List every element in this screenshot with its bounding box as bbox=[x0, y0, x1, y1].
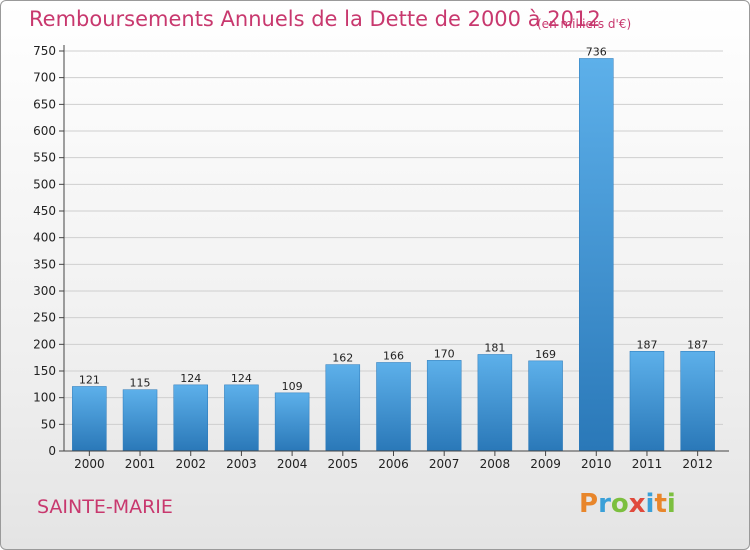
x-tick-label: 2008 bbox=[480, 457, 511, 471]
bar bbox=[680, 351, 715, 452]
logo-letter: i bbox=[645, 489, 655, 519]
x-tick-label: 2002 bbox=[175, 457, 206, 471]
bar bbox=[426, 360, 462, 452]
data-label: 187 bbox=[687, 338, 708, 351]
proxiti-logo[interactable]: Proxiti bbox=[579, 489, 676, 519]
y-tick-label: 550 bbox=[33, 151, 56, 165]
y-tick-label: 300 bbox=[33, 284, 56, 298]
data-label: 115 bbox=[130, 377, 151, 390]
x-tick-label: 2011 bbox=[632, 457, 663, 471]
logo-letter: r bbox=[598, 489, 611, 519]
bar bbox=[173, 384, 208, 452]
x-tick-label: 2006 bbox=[378, 457, 409, 471]
data-label: 121 bbox=[79, 373, 100, 386]
data-label: 124 bbox=[180, 372, 201, 385]
unit-note: (en milliers d'€) bbox=[537, 17, 632, 31]
y-tick-label: 50 bbox=[41, 417, 56, 431]
data-label: 124 bbox=[231, 372, 252, 385]
y-tick-label: 350 bbox=[33, 257, 56, 271]
y-tick-label: 450 bbox=[33, 204, 56, 218]
bar bbox=[376, 362, 411, 452]
y-tick-label: 500 bbox=[33, 177, 56, 191]
bar bbox=[224, 384, 259, 452]
logo-letter: o bbox=[610, 489, 629, 519]
data-label: 166 bbox=[383, 349, 404, 362]
bar bbox=[477, 354, 513, 452]
town-name: SAINTE-MARIE bbox=[37, 496, 173, 518]
x-tick-label: 2005 bbox=[328, 457, 359, 471]
x-tick-label: 2012 bbox=[682, 457, 713, 471]
y-tick-label: 650 bbox=[33, 97, 56, 111]
y-tick-label: 750 bbox=[33, 44, 56, 58]
y-tick-label: 100 bbox=[33, 391, 56, 405]
y-tick-label: 0 bbox=[48, 444, 56, 458]
x-tick-label: 2001 bbox=[125, 457, 156, 471]
y-tick-label: 400 bbox=[33, 231, 56, 245]
x-tick-label: 2009 bbox=[530, 457, 561, 471]
data-label: 162 bbox=[332, 352, 353, 365]
y-tick-label: 600 bbox=[33, 124, 56, 138]
y-tick-label: 250 bbox=[33, 311, 56, 325]
labels: 0 50 100 150 200 250 300 350 400 450 500 550 600 650 7… bbox=[33, 44, 713, 471]
bar bbox=[325, 364, 361, 452]
data-label: 736 bbox=[586, 45, 607, 58]
y-tick-label: 200 bbox=[33, 337, 56, 351]
bar bbox=[579, 58, 614, 452]
bar bbox=[629, 351, 665, 452]
y-tick-label: 150 bbox=[33, 364, 56, 378]
bar bbox=[122, 389, 158, 452]
logo-letter: t bbox=[654, 489, 667, 519]
logo-letter: x bbox=[628, 489, 646, 519]
x-tick-label: 2007 bbox=[429, 457, 460, 471]
y-tick-label: 700 bbox=[33, 71, 56, 85]
x-tick-label: 2000 bbox=[74, 457, 105, 471]
logo-letter: i bbox=[666, 489, 676, 519]
x-tick-label: 2010 bbox=[581, 457, 612, 471]
logo-letter: P bbox=[579, 489, 599, 519]
bar bbox=[528, 360, 563, 452]
axes bbox=[59, 45, 729, 456]
data-label: 187 bbox=[636, 338, 657, 351]
data-label: 170 bbox=[434, 347, 455, 360]
chart-title: Remboursements Annuels de la Dette de 20… bbox=[29, 7, 601, 31]
bars bbox=[72, 58, 715, 452]
bar bbox=[72, 386, 107, 452]
data-label: 109 bbox=[282, 380, 303, 393]
data-label: 181 bbox=[484, 341, 505, 354]
x-tick-label: 2003 bbox=[226, 457, 257, 471]
x-tick-label: 2004 bbox=[277, 457, 308, 471]
bar bbox=[274, 392, 310, 452]
data-label: 169 bbox=[535, 348, 556, 361]
